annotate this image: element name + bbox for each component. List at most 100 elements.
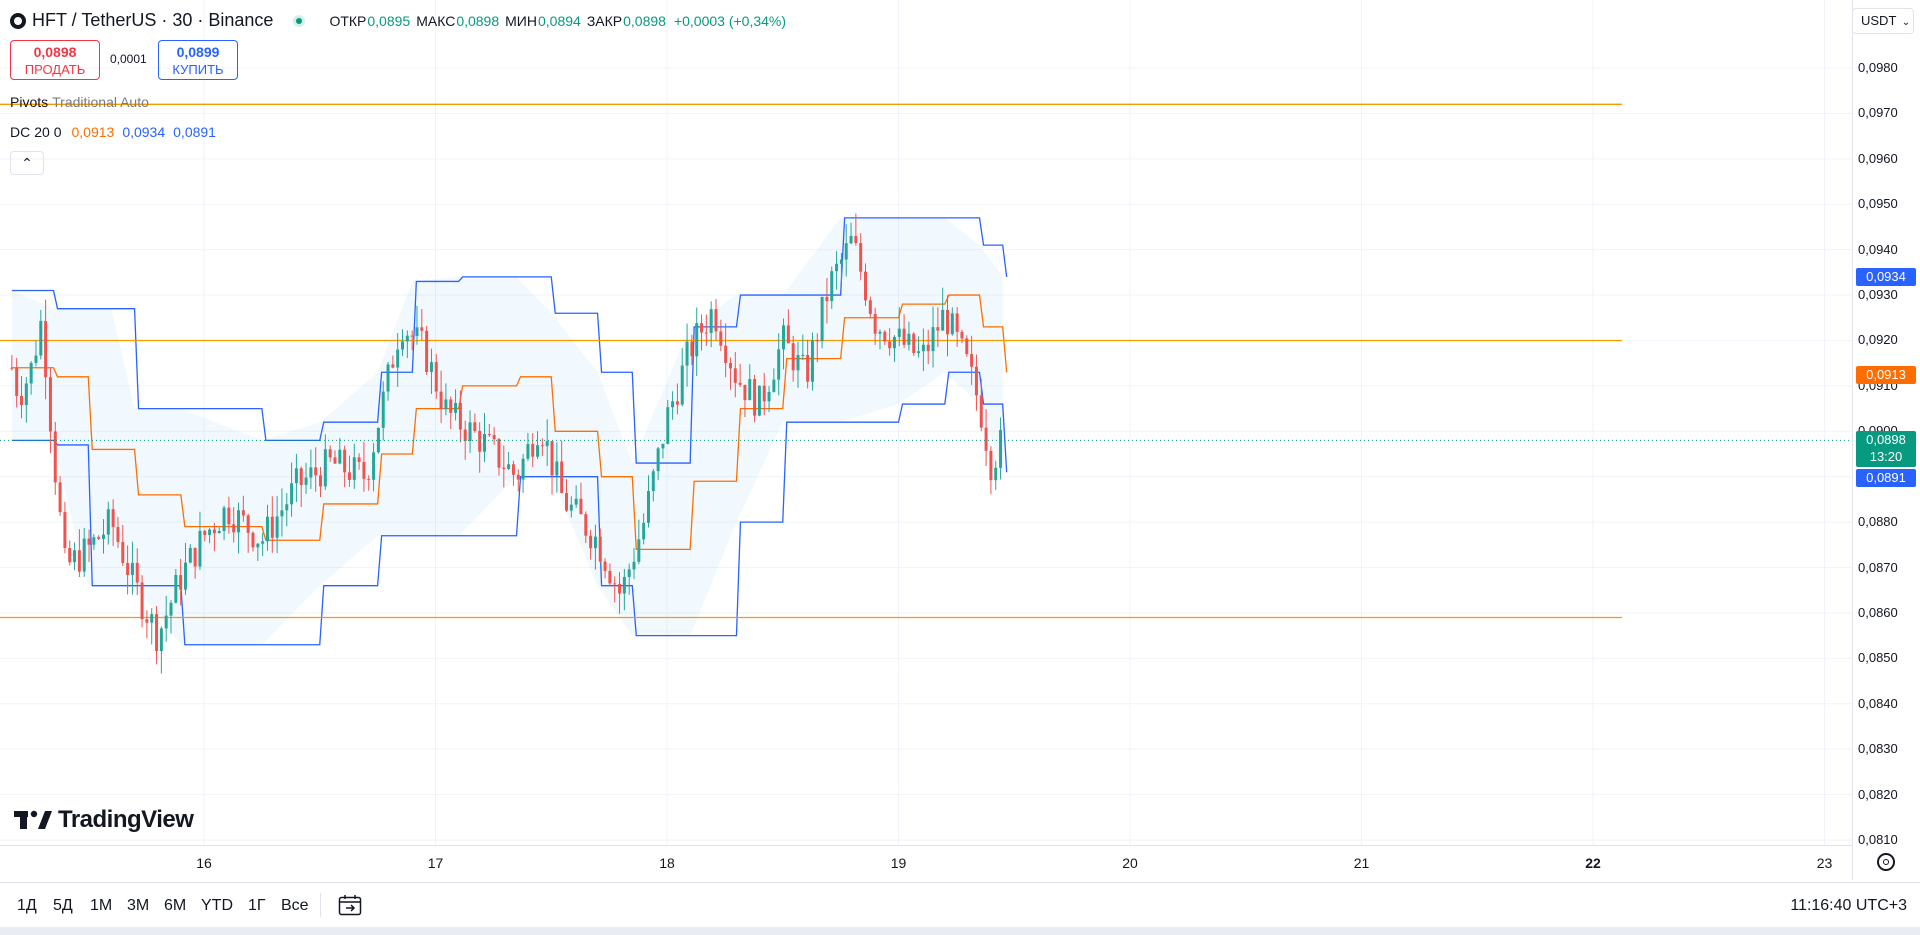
candle-body bbox=[319, 475, 323, 487]
candle-body bbox=[825, 296, 829, 302]
buy-button[interactable]: 0,0899 КУПИТЬ bbox=[158, 40, 238, 80]
candle-body bbox=[690, 341, 694, 357]
range-ytd-button[interactable]: YTD bbox=[201, 897, 233, 914]
range-5d-button[interactable]: 5Д bbox=[53, 897, 73, 914]
toolbar-divider bbox=[320, 893, 321, 917]
candle-body bbox=[126, 562, 130, 575]
dc-legend[interactable]: DC 20 0 0,0913 0,0934 0,0891 bbox=[10, 124, 216, 140]
candle-body bbox=[777, 349, 781, 380]
collapse-legend-button[interactable]: ⌃ bbox=[10, 151, 44, 175]
donchian-upper-line bbox=[11, 217, 1008, 464]
candle-body bbox=[372, 452, 376, 480]
candle-body bbox=[897, 328, 901, 337]
open-value: 0,0895 bbox=[367, 12, 411, 29]
time-tick-label: 17 bbox=[427, 855, 444, 871]
donchian-lower-line bbox=[11, 371, 1008, 646]
candle-body bbox=[121, 541, 125, 563]
candle-body bbox=[618, 583, 622, 594]
candle-body bbox=[473, 422, 477, 431]
candle-body bbox=[806, 354, 810, 382]
candle-body bbox=[347, 472, 351, 480]
range-1d-button[interactable]: 1Д bbox=[17, 897, 37, 914]
candle-body bbox=[217, 531, 221, 534]
clock-timezone[interactable]: 11:16:40 UTC+3 bbox=[1790, 897, 1907, 914]
time-tick-label: 18 bbox=[659, 855, 675, 871]
date-range-calendar-icon[interactable] bbox=[338, 894, 362, 916]
range-1m-button[interactable]: 1М bbox=[90, 897, 113, 914]
high-value: 0,0898 bbox=[456, 12, 500, 29]
candle-body bbox=[912, 333, 916, 354]
candle-body bbox=[854, 236, 858, 244]
candle-body bbox=[791, 343, 795, 371]
candle-body bbox=[507, 464, 511, 469]
donchian-fill bbox=[11, 217, 1003, 645]
candle-body bbox=[212, 529, 216, 534]
candle-body bbox=[767, 391, 771, 402]
symbol-title[interactable]: HFT / TetherUS · 30 · Binance bbox=[32, 10, 274, 30]
candle-body bbox=[48, 377, 52, 432]
candle-body bbox=[101, 534, 105, 539]
candle-body bbox=[193, 547, 197, 567]
candle-body bbox=[82, 538, 86, 572]
pivots-name: Pivots bbox=[10, 94, 49, 110]
range-6m-button[interactable]: 6М bbox=[164, 897, 187, 914]
candle-body bbox=[381, 391, 385, 428]
candle-body bbox=[651, 471, 655, 492]
candle-body bbox=[531, 444, 535, 457]
range-all-button[interactable]: Все bbox=[281, 897, 309, 914]
candle-body bbox=[946, 309, 950, 335]
candle-body bbox=[892, 336, 896, 349]
currency-selector[interactable]: USDT ⌄ bbox=[1852, 8, 1914, 34]
chevron-up-icon: ⌃ bbox=[21, 155, 33, 171]
candle-body bbox=[955, 313, 959, 332]
range-1y-button[interactable]: 1Г bbox=[248, 897, 266, 914]
candle-body bbox=[772, 379, 776, 392]
candle-body bbox=[868, 300, 872, 314]
chart-settings-gear-icon[interactable] bbox=[1877, 853, 1895, 871]
candle-body bbox=[429, 362, 433, 373]
dc-mid-tag: 0,0913 bbox=[1856, 366, 1916, 384]
bottom-scroll-strip bbox=[0, 927, 1920, 935]
candle-body bbox=[608, 570, 612, 584]
candle-body bbox=[675, 401, 679, 405]
candle-body bbox=[724, 345, 728, 364]
candle-body bbox=[77, 550, 81, 572]
dc-lower-tag: 0,0891 bbox=[1856, 469, 1916, 487]
candle-body bbox=[753, 379, 757, 416]
candle-body bbox=[386, 364, 390, 392]
price-tick-label: 0,0940 bbox=[1858, 241, 1898, 257]
dc-upper-tag: 0,0934 bbox=[1856, 268, 1916, 286]
candle-body bbox=[661, 443, 665, 449]
price-chart[interactable] bbox=[0, 0, 1920, 880]
price-tick-label: 0,0920 bbox=[1858, 332, 1898, 348]
time-tick-label: 23 bbox=[1816, 855, 1833, 871]
tradingview-logo[interactable]: TradingView bbox=[14, 806, 194, 834]
candle-body bbox=[584, 514, 588, 536]
pivots-legend[interactable]: Pivots Traditional Auto bbox=[10, 94, 149, 110]
price-tick-label: 0,0830 bbox=[1858, 741, 1898, 757]
candle-body bbox=[343, 449, 347, 473]
candle-body bbox=[714, 309, 718, 332]
candle-body bbox=[140, 582, 144, 620]
candle-body bbox=[646, 491, 650, 523]
dc-mid-value: 0,0913 bbox=[71, 124, 115, 140]
candle-body bbox=[20, 395, 24, 405]
sell-button[interactable]: 0,0898 ПРОДАТЬ bbox=[10, 40, 100, 80]
candle-body bbox=[622, 577, 626, 594]
range-3m-button[interactable]: 3М bbox=[127, 897, 150, 914]
candle-body bbox=[458, 403, 462, 430]
candle-body bbox=[299, 468, 303, 485]
candle-body bbox=[405, 335, 409, 342]
candle-body bbox=[926, 344, 930, 352]
candle-body bbox=[454, 403, 458, 413]
candle-body bbox=[733, 368, 737, 383]
price-tick-label: 0,0840 bbox=[1858, 695, 1898, 711]
candle-body bbox=[574, 498, 578, 505]
change-value: +0,0003 (+0,34%) bbox=[673, 12, 787, 29]
candle-body bbox=[227, 507, 231, 525]
price-tick-label: 0,0980 bbox=[1858, 60, 1898, 75]
candle-body bbox=[680, 365, 684, 405]
candle-body bbox=[323, 449, 327, 487]
open-label: ОТКР bbox=[329, 12, 367, 29]
candle-body bbox=[222, 507, 226, 532]
